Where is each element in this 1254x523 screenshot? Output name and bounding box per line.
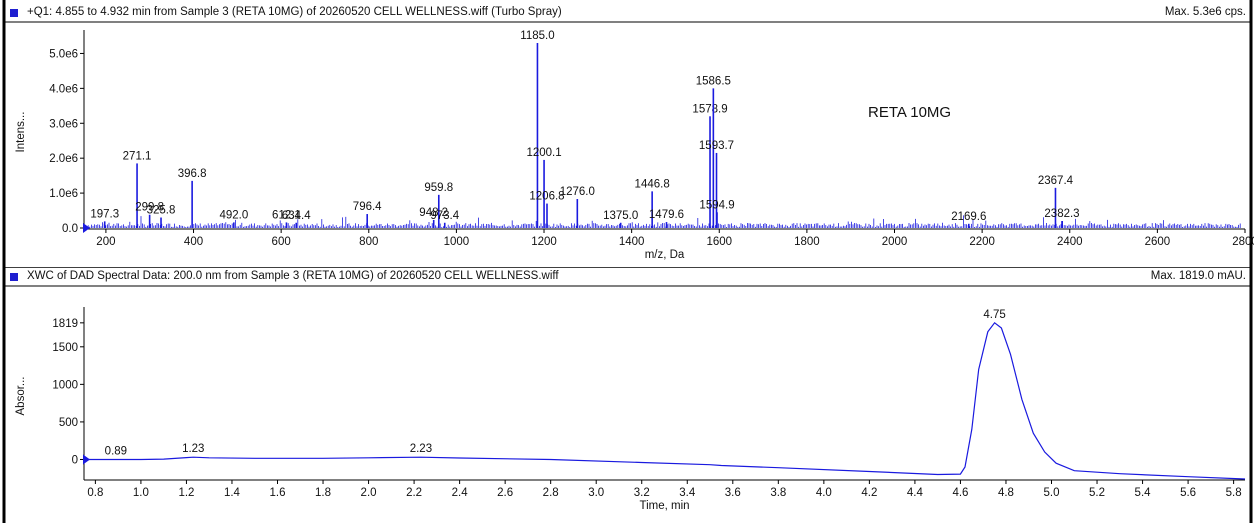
y-tick-label: 1.0e6	[49, 188, 78, 200]
x-tick-label: 1000	[444, 236, 470, 248]
x-tick-label: 2.8	[543, 487, 559, 499]
x-tick-label: 400	[184, 236, 203, 248]
peak-label: 271.1	[123, 150, 152, 162]
peak-label: 612.1	[272, 209, 301, 221]
x-tick-label: 3.8	[770, 487, 786, 499]
peak-time-label: 4.75	[983, 309, 1005, 321]
chromatogram-square-icon	[10, 273, 18, 281]
y-tick-label: 2.0e6	[49, 153, 78, 165]
y-tick-label: 1000	[52, 379, 78, 391]
x-tick-label: 2800	[1232, 236, 1254, 248]
peak-time-label: 2.23	[410, 443, 432, 455]
y-tick-label: 5.0e6	[49, 48, 78, 60]
y-axis-title: Absor...	[15, 377, 27, 416]
x-tick-label: 2000	[882, 236, 908, 248]
x-tick-label: 4.8	[998, 487, 1014, 499]
peak-label: 959.8	[424, 182, 453, 194]
x-tick-label: 200	[96, 236, 115, 248]
peak-label: 1594.9	[699, 199, 734, 211]
x-tick-label: 2400	[1057, 236, 1083, 248]
x-tick-label: 1800	[794, 236, 820, 248]
x-tick-label: 1.0	[133, 487, 149, 499]
x-tick-label: 2600	[1145, 236, 1171, 248]
x-axis-title: m/z, Da	[645, 249, 685, 261]
y-axis-title: Intens...	[15, 112, 27, 153]
x-tick-label: 2.6	[497, 487, 513, 499]
chromatogram-max-label: Max. 1819.0 mAU.	[1150, 270, 1246, 282]
y-tick-label: 4.0e6	[49, 83, 78, 95]
x-tick-label: 1.8	[315, 487, 331, 499]
x-tick-label: 600	[272, 236, 291, 248]
spectrum-header: +Q1: 4.855 to 4.932 min from Sample 3 (R…	[27, 6, 562, 18]
peak-label: 1206.8	[529, 191, 564, 203]
x-tick-label: 1400	[619, 236, 645, 248]
y-tick-label: 3.0e6	[49, 118, 78, 130]
x-tick-label: 3.0	[588, 487, 604, 499]
peak-label: 1586.5	[696, 75, 731, 87]
series-square-icon	[10, 9, 18, 17]
x-tick-label: 4.6	[952, 487, 968, 499]
peak-label: 1446.8	[635, 178, 670, 190]
peak-label: 1593.7	[699, 140, 734, 152]
x-tick-label: 3.6	[725, 487, 741, 499]
x-tick-label: 2.4	[452, 487, 469, 499]
x-tick-label: 5.0	[1044, 487, 1060, 499]
peak-label: 2169.6	[951, 211, 986, 223]
y-tick-label: 500	[59, 417, 78, 429]
x-tick-label: 3.4	[679, 487, 696, 499]
peak-label: 396.8	[178, 168, 207, 180]
y-tick-label: 0	[72, 454, 78, 466]
chromatogram-chart: 0 500 1000 1500 1819 0.8 1.0 1.2 1.4 1.6 1.8 2.0 2.2…	[2, 267, 1253, 523]
peak-time-label: 1.23	[182, 443, 204, 455]
baseline-noise	[84, 215, 1241, 228]
x-tick-label: 5.6	[1180, 487, 1196, 499]
peak-label: 492.0	[219, 209, 248, 221]
peak-label: 2382.3	[1044, 208, 1079, 220]
x-tick-label: 2.2	[406, 487, 422, 499]
peak-label: 1276.0	[560, 186, 595, 198]
x-tick-label: 5.8	[1226, 487, 1242, 499]
peak-label: 197.3	[90, 208, 119, 220]
x-tick-label: 1200	[531, 236, 557, 248]
x-tick-label: 4.2	[861, 487, 877, 499]
peak-label: 2367.4	[1038, 175, 1074, 187]
spectrum-max-label: Max. 5.3e6 cps.	[1164, 6, 1246, 18]
peak-label: 634.4	[282, 210, 311, 222]
peak-label: 1375.0	[603, 210, 638, 222]
x-tick-label: 2200	[969, 236, 995, 248]
peak-label: 1200.1	[526, 147, 561, 159]
peak-label: 325.8	[147, 205, 176, 217]
peak-label: 299.8	[135, 202, 164, 214]
x-tick-label: 1600	[706, 236, 732, 248]
x-tick-label: 1.4	[224, 487, 241, 499]
x-tick-label: 0.8	[87, 487, 103, 499]
baseline-marker-icon	[83, 223, 90, 233]
baseline-marker-icon	[83, 454, 90, 465]
peak-label: 1578.9	[692, 103, 727, 115]
x-tick-label: 4.0	[816, 487, 832, 499]
chromatogram-header: XWC of DAD Spectral Data: 200.0 nm from …	[27, 270, 559, 282]
x-tick-label: 1.6	[270, 487, 286, 499]
sample-annotation: RETA 10MG	[868, 104, 951, 121]
absorbance-trace	[84, 321, 1246, 480]
x-tick-label: 800	[359, 236, 378, 248]
x-tick-label: 3.2	[634, 487, 650, 499]
x-tick-label: 5.2	[1089, 487, 1105, 499]
y-tick-label: 0.0	[62, 223, 78, 235]
x-axis-title: Time, min	[639, 500, 689, 512]
peak-label: 796.4	[353, 201, 382, 213]
y-tick-label: 1500	[52, 342, 78, 354]
peak-label: 1479.6	[649, 209, 684, 221]
x-tick-label: 1.2	[178, 487, 194, 499]
y-tick-label: 1819	[52, 318, 78, 330]
peak-time-label: 0.89	[105, 445, 127, 457]
x-tick-label: 4.4	[907, 487, 924, 499]
peak-label: 973.4	[430, 210, 459, 222]
mass-spectrum-chart: 0.0 1.0e6 2.0e6 3.0e6 4.0e6 5.0e6 200 400 600 800…	[2, 0, 1254, 268]
x-tick-label: 2.0	[361, 487, 377, 499]
peak-label: 948.2	[419, 207, 448, 219]
peak-label: 1185.0	[520, 30, 554, 42]
x-tick-label: 5.4	[1135, 487, 1152, 499]
